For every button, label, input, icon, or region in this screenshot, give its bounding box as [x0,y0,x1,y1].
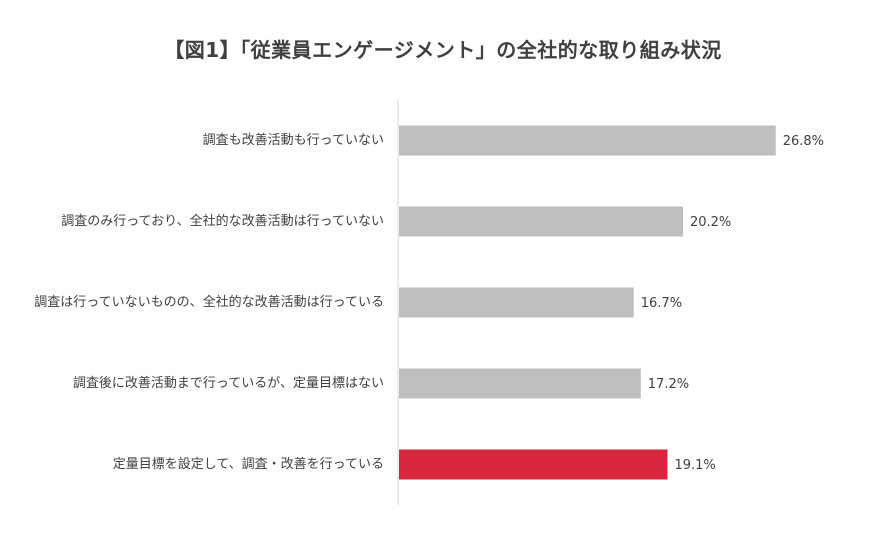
labels-layer: 調査も改善活動も行っていない 26.8% 調査のみ行っており、全社的な改善活動は行っ… [34,132,824,473]
value-label-1: 26.8% [783,134,824,149]
bar-4 [399,368,641,399]
category-label-5: 定量目標を設定して、調査・改善を行っている [113,456,384,472]
bar-3 [399,287,634,318]
bar-5 [399,449,668,480]
category-label-3: 調査は行っていないものの、全社的な改善活動は行っている [34,294,384,310]
category-label-1: 調査も改善活動も行っていない [203,132,384,148]
value-label-5: 19.1% [674,458,715,473]
bar-2 [399,206,683,237]
value-label-2: 20.2% [690,215,731,230]
category-label-2: 調査のみ行っており、全社的な改善活動は行っていない [61,213,384,229]
value-label-3: 16.7% [641,296,682,311]
category-label-4: 調査後に改善活動まで行っているが、定量目標はない [73,375,384,391]
chart-title: 【図1】「従業員エンゲージメント」の全社的な取り組み状況 [164,38,722,62]
value-label-4: 17.2% [648,377,689,392]
bars-layer [399,125,776,480]
bar-1 [399,125,776,156]
